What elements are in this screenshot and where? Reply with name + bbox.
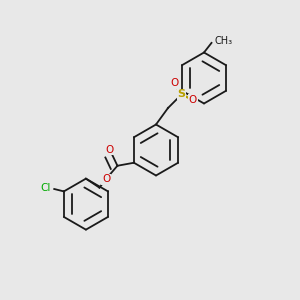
- Text: Cl: Cl: [40, 183, 51, 193]
- Text: O: O: [170, 78, 178, 88]
- Text: S: S: [178, 89, 185, 100]
- Text: O: O: [105, 145, 113, 155]
- Text: CH₃: CH₃: [214, 36, 232, 46]
- Text: O: O: [102, 174, 110, 184]
- Text: O: O: [189, 95, 197, 105]
